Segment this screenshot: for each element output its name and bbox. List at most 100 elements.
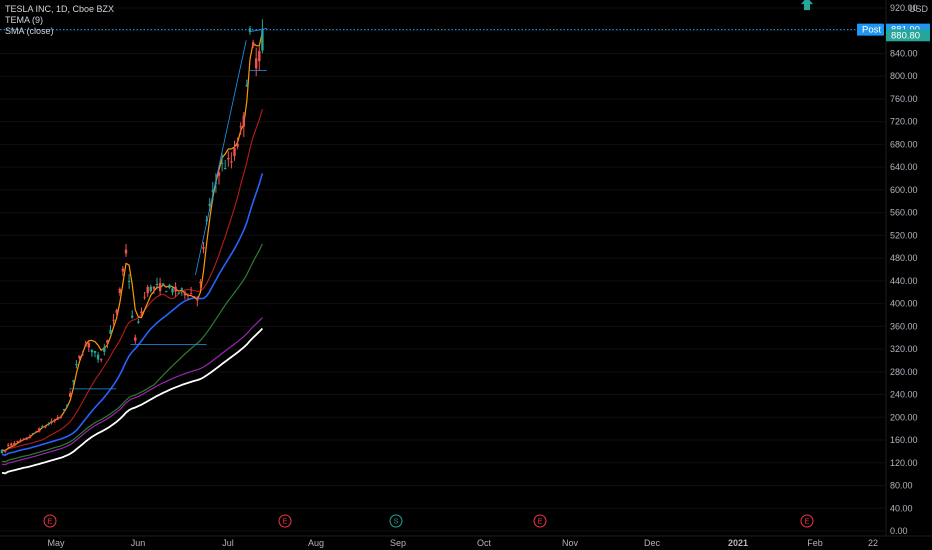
candle — [28, 434, 32, 439]
sma-indicator-label[interactable]: SMA (close) — [5, 26, 54, 36]
candle — [236, 137, 239, 150]
candle — [152, 286, 156, 294]
event-marker: S — [389, 514, 403, 528]
candle-body — [140, 311, 143, 314]
candle-body — [131, 315, 134, 318]
y-tick-label: 520.00 — [890, 230, 918, 240]
candle — [124, 244, 128, 257]
candle — [3, 449, 7, 454]
candle — [248, 25, 252, 35]
candle — [180, 287, 183, 296]
y-tick-label: 200.00 — [890, 412, 918, 422]
y-tick-label: 720.00 — [890, 117, 918, 127]
candle — [171, 286, 174, 296]
y-tick-label: 400.00 — [890, 299, 918, 309]
candle-body — [162, 283, 165, 285]
x-tick-label: Oct — [477, 538, 492, 548]
trendlines — [0, 0, 885, 390]
candle — [13, 441, 16, 447]
candle — [245, 79, 249, 87]
candle-body — [25, 437, 28, 440]
candle — [41, 424, 44, 428]
candle — [100, 358, 103, 363]
candle-body — [93, 351, 97, 353]
time-axis[interactable]: May Jun Jul Aug Sep Oct Nov Dec 2021 Feb 22 — [0, 535, 932, 548]
candle-body — [261, 30, 264, 51]
candle — [22, 438, 25, 441]
last-value: 880.80 — [891, 30, 920, 41]
candle-body — [149, 286, 152, 292]
candle-body — [0, 449, 4, 454]
y-tick-label: 640.00 — [890, 162, 918, 172]
sma-blue-line — [1, 173, 264, 456]
candle-body — [211, 189, 214, 192]
y-tick-label: 0.00 — [890, 526, 908, 536]
candle-body — [217, 172, 221, 176]
candle-body — [31, 433, 35, 435]
candle — [199, 279, 202, 289]
price-axis[interactable]: 1000.00960.00920.00880.00840.00800.00760… — [885, 0, 929, 536]
candle-body — [155, 283, 159, 285]
event-circle — [43, 514, 57, 528]
candle-body — [137, 321, 140, 323]
candle-body — [41, 426, 44, 428]
event-circle — [389, 514, 403, 528]
candle — [193, 296, 196, 298]
candle — [53, 418, 56, 423]
candle — [44, 425, 47, 429]
candle — [90, 349, 94, 357]
event-marker: E — [43, 514, 57, 528]
y-tick-label: 240.00 — [890, 390, 918, 400]
candle-body — [248, 28, 252, 32]
event-marker: E — [800, 514, 814, 528]
candle — [211, 181, 214, 202]
candle-body — [242, 115, 245, 127]
event-marker: E — [533, 514, 547, 528]
candle-body — [62, 409, 66, 411]
symbol-title[interactable]: TESLA INC, 1D, Cboe BZX — [5, 4, 115, 14]
candle-body — [90, 349, 94, 353]
candle — [242, 112, 245, 138]
candle-body — [13, 442, 16, 446]
candle-body — [205, 219, 208, 221]
candle — [34, 430, 38, 433]
candle — [155, 277, 159, 290]
y-tick-label: 320.00 — [890, 344, 918, 354]
candle-body — [230, 161, 233, 163]
candle — [81, 351, 84, 356]
candle — [112, 313, 115, 326]
candle-body — [53, 420, 56, 422]
candle-body — [171, 288, 174, 293]
candle-body — [3, 450, 7, 452]
sma-red-line — [1, 109, 263, 452]
candle — [87, 341, 90, 352]
candle — [59, 415, 63, 419]
candle — [258, 46, 261, 71]
sma-purple-line — [1, 317, 263, 466]
candle-body — [186, 295, 190, 297]
candle-body — [22, 439, 25, 441]
y-tick-label: 440.00 — [890, 276, 918, 286]
candle-body — [84, 344, 87, 346]
candle-body — [100, 359, 103, 361]
y-tick-label: 40.00 — [890, 503, 913, 513]
candle-body — [127, 280, 131, 282]
candle-body — [78, 355, 81, 359]
candle-body — [106, 340, 109, 344]
candle — [56, 415, 59, 421]
y-tick-label: 680.00 — [890, 139, 918, 149]
candle-body — [118, 288, 121, 293]
candle — [96, 352, 100, 363]
candle — [19, 438, 22, 443]
x-tick-label: Jun — [131, 538, 146, 548]
candle-body — [65, 404, 69, 407]
candle-body — [44, 426, 47, 428]
event-label: S — [394, 519, 399, 526]
tema-indicator-label[interactable]: TEMA (9) — [5, 15, 44, 25]
y-tick-label: 280.00 — [890, 367, 918, 377]
y-tick-label: 760.00 — [890, 94, 918, 104]
candle — [103, 343, 106, 356]
x-tick-label: Dec — [644, 538, 661, 548]
y-tick-label: 560.00 — [890, 208, 918, 218]
